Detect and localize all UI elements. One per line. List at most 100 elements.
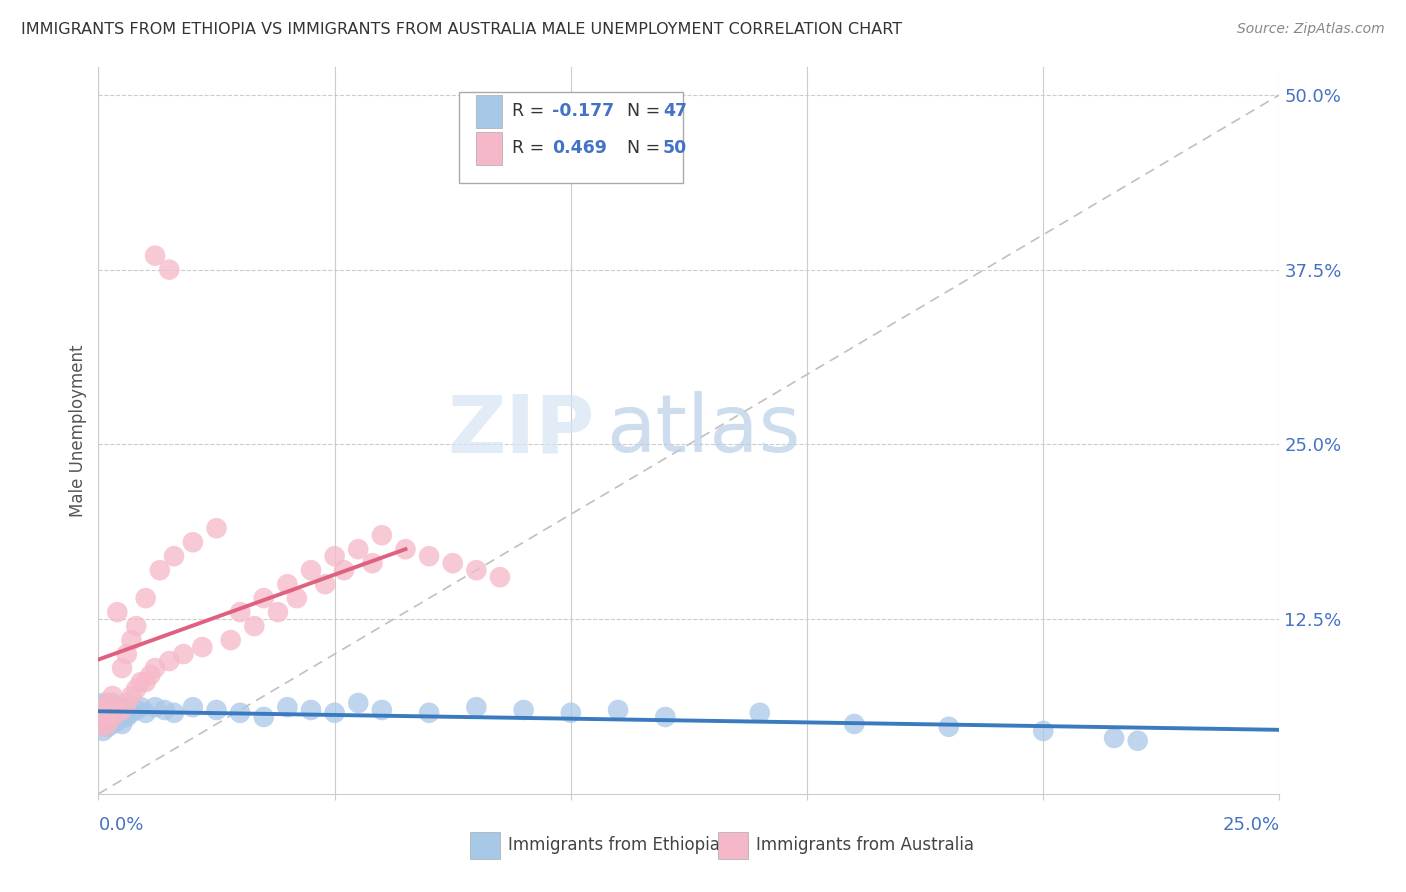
Point <box>844 717 866 731</box>
Point <box>361 556 384 570</box>
Point <box>181 700 204 714</box>
Point <box>105 714 128 728</box>
Point <box>115 696 138 710</box>
Point <box>125 703 148 717</box>
Point <box>938 720 960 734</box>
Point <box>97 706 120 720</box>
FancyBboxPatch shape <box>477 132 502 164</box>
Point <box>181 535 204 549</box>
Point <box>229 605 252 619</box>
Point <box>143 700 166 714</box>
Point <box>101 689 124 703</box>
Point <box>97 696 120 710</box>
Point <box>143 661 166 675</box>
Point <box>253 710 276 724</box>
Point <box>153 703 176 717</box>
Text: N =: N = <box>616 103 665 120</box>
Point <box>299 563 322 577</box>
Point <box>418 549 440 564</box>
Point <box>105 605 128 619</box>
Point <box>219 633 242 648</box>
Point <box>157 262 180 277</box>
Point <box>347 542 370 557</box>
Point <box>111 703 134 717</box>
Text: 50: 50 <box>664 139 688 157</box>
Point <box>135 591 157 606</box>
Point <box>371 703 394 717</box>
Point <box>121 633 143 648</box>
Point <box>97 703 120 717</box>
Point <box>347 696 370 710</box>
Point <box>465 700 488 714</box>
Point <box>323 549 346 564</box>
Text: 25.0%: 25.0% <box>1222 816 1279 834</box>
Point <box>418 706 440 720</box>
Point <box>135 706 157 720</box>
Point <box>143 249 166 263</box>
Point <box>91 710 114 724</box>
Point <box>607 703 630 717</box>
Text: 47: 47 <box>664 103 688 120</box>
Point <box>91 717 114 731</box>
Point <box>111 717 134 731</box>
Point <box>371 528 394 542</box>
Point <box>394 542 416 557</box>
Point <box>101 710 124 724</box>
Text: 0.469: 0.469 <box>553 139 607 157</box>
Text: Immigrants from Ethiopia: Immigrants from Ethiopia <box>508 837 720 855</box>
Point <box>314 577 336 591</box>
FancyBboxPatch shape <box>471 831 501 859</box>
Text: R =: R = <box>512 139 550 157</box>
Point <box>97 710 120 724</box>
Point <box>91 710 114 724</box>
Point <box>121 706 143 720</box>
Point <box>1126 733 1149 747</box>
Point <box>276 577 298 591</box>
Point <box>105 706 128 720</box>
FancyBboxPatch shape <box>718 831 748 859</box>
Text: Immigrants from Australia: Immigrants from Australia <box>756 837 974 855</box>
Text: IMMIGRANTS FROM ETHIOPIA VS IMMIGRANTS FROM AUSTRALIA MALE UNEMPLOYMENT CORRELAT: IMMIGRANTS FROM ETHIOPIA VS IMMIGRANTS F… <box>21 22 903 37</box>
Text: R =: R = <box>512 103 550 120</box>
Point <box>285 591 308 606</box>
Point <box>654 710 676 724</box>
Y-axis label: Male Unemployment: Male Unemployment <box>69 344 87 516</box>
Point <box>115 710 138 724</box>
Point <box>97 696 120 710</box>
Point <box>139 668 162 682</box>
FancyBboxPatch shape <box>458 93 683 183</box>
Point <box>101 706 124 720</box>
Point <box>101 700 124 714</box>
Point <box>299 703 322 717</box>
Text: -0.177: -0.177 <box>553 103 614 120</box>
Point <box>489 570 512 584</box>
Point <box>560 706 582 720</box>
Point <box>441 556 464 570</box>
Point <box>91 696 114 710</box>
Text: Source: ZipAtlas.com: Source: ZipAtlas.com <box>1237 22 1385 37</box>
Point <box>253 591 276 606</box>
Text: N =: N = <box>616 139 665 157</box>
Point <box>267 605 290 619</box>
Point <box>97 720 120 734</box>
Point <box>276 700 298 714</box>
Point <box>1032 723 1054 738</box>
Point <box>229 706 252 720</box>
Point <box>121 689 143 703</box>
Text: ZIP: ZIP <box>447 392 595 469</box>
Point <box>125 619 148 633</box>
Text: 0.0%: 0.0% <box>98 816 143 834</box>
Point <box>111 661 134 675</box>
Point <box>91 703 114 717</box>
Point <box>243 619 266 633</box>
Point <box>91 703 114 717</box>
Point <box>125 681 148 696</box>
Point <box>101 696 124 710</box>
Point <box>97 717 120 731</box>
Point <box>191 640 214 654</box>
Point <box>163 549 186 564</box>
Point <box>205 521 228 535</box>
Point <box>157 654 180 668</box>
Point <box>748 706 770 720</box>
Point <box>105 703 128 717</box>
